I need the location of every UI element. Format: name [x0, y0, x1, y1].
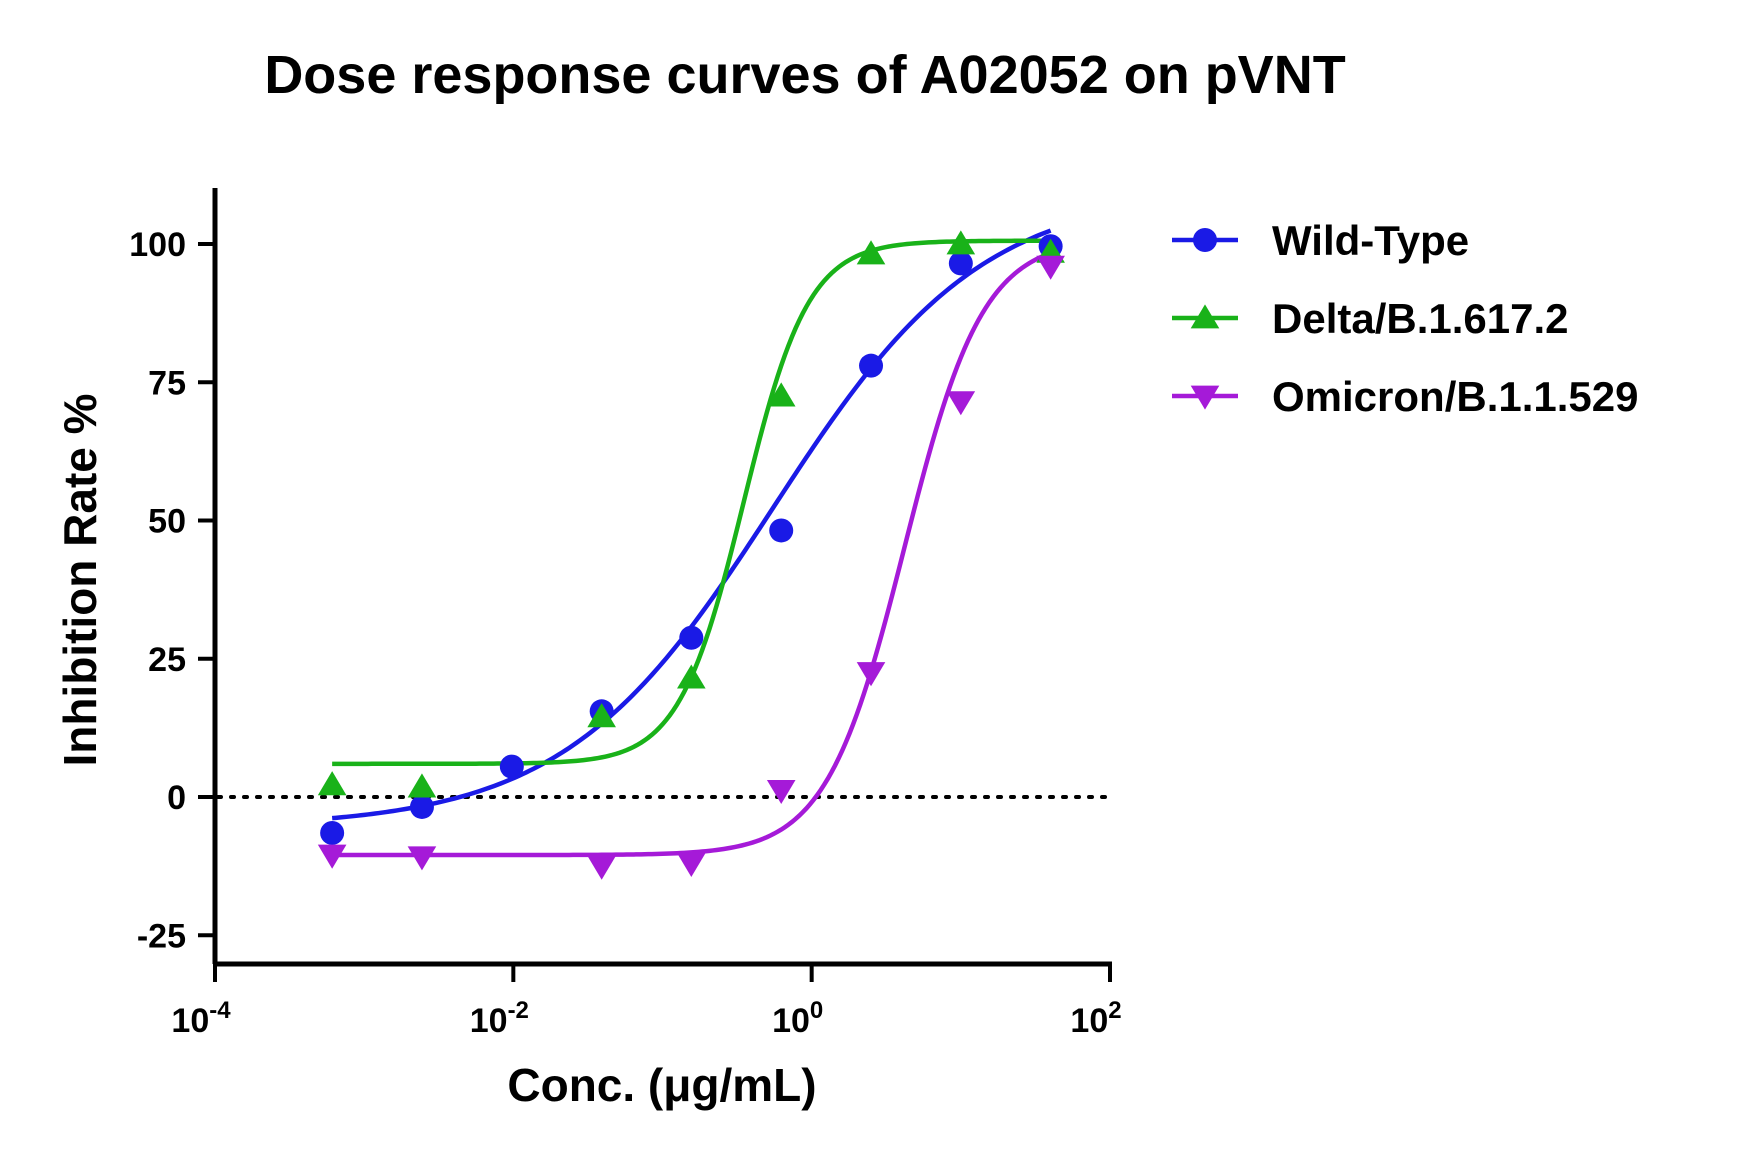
- data-point-triangle-down: [587, 855, 616, 880]
- data-point-triangle-down: [407, 846, 437, 871]
- data-point-circle: [769, 518, 794, 543]
- x-axis-ticks: 10-4 10-2 100 102: [171, 964, 1122, 1040]
- data-point-triangle-up: [677, 664, 706, 689]
- legend-marker: [1190, 304, 1220, 329]
- y-tick-label: 50: [148, 503, 186, 541]
- data-point-triangle-up: [856, 240, 886, 265]
- legend-label: Omicron/B.1.1.529: [1272, 373, 1639, 420]
- data-point-circle: [409, 794, 434, 819]
- fit-curve-circle: [331, 228, 1052, 821]
- x-tick-label: 10-2: [470, 997, 529, 1040]
- x-tick-label: 10-4: [171, 997, 231, 1040]
- legend-label: Wild-Type: [1272, 217, 1469, 264]
- data-markers: [317, 230, 1065, 880]
- y-tick-label: -25: [137, 917, 186, 955]
- y-tick-label: 25: [148, 641, 186, 679]
- data-point-triangle-down: [856, 662, 886, 687]
- fit-curves: [331, 228, 1052, 858]
- data-point-circle: [499, 754, 524, 779]
- plot-area: -25 0 25 50 75 100 10-4 10-2 100 102: [129, 188, 1122, 1040]
- data-point-triangle-up: [407, 773, 437, 798]
- data-point-circle: [679, 625, 704, 650]
- data-point-triangle-down: [766, 779, 796, 805]
- legend-marker: [1190, 385, 1220, 410]
- data-point-circle: [859, 353, 884, 378]
- chart-title: Dose response curves of A02052 on pVNT: [264, 45, 1345, 105]
- data-point-triangle-up: [317, 771, 347, 796]
- legend-label: Delta/B.1.617.2: [1272, 295, 1569, 342]
- data-point-circle: [948, 251, 973, 276]
- data-point-triangle-down: [1036, 255, 1065, 280]
- data-point-triangle-up: [766, 382, 796, 407]
- fit-curve-triangle-down: [332, 250, 1052, 858]
- x-axis-label: Conc. (μg/mL): [507, 1059, 816, 1111]
- legend: Wild-Type Delta/B.1.617.2 Omicron/B.1.1.52…: [1172, 217, 1639, 420]
- data-point-triangle-down: [317, 844, 347, 869]
- data-point-circle: [320, 820, 345, 845]
- x-tick-label: 102: [1070, 997, 1121, 1040]
- y-axis-ticks: -25 0 25 50 75 100: [129, 226, 215, 955]
- data-point-triangle-up: [946, 230, 976, 255]
- x-tick-label: 100: [772, 997, 823, 1040]
- y-tick-label: 0: [167, 779, 186, 817]
- data-point-triangle-down: [946, 391, 976, 416]
- y-axis-label: Inhibition Rate %: [54, 393, 106, 766]
- legend-marker: [1193, 228, 1217, 252]
- y-tick-label: 100: [129, 226, 186, 264]
- data-point-triangle-up: [587, 703, 616, 728]
- data-point-triangle-down: [677, 852, 706, 878]
- y-tick-label: 75: [148, 364, 186, 402]
